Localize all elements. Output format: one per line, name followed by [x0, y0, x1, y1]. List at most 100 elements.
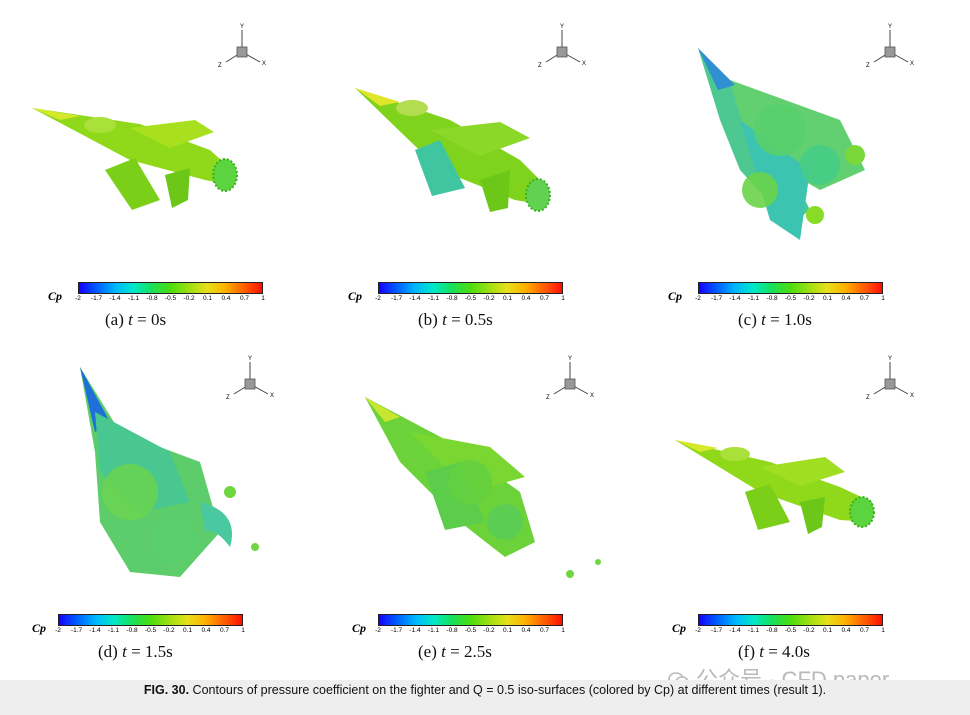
colorbar-tick-label: -0.5: [164, 295, 177, 302]
panel-caption: (e) t = 2.5s: [418, 642, 492, 661]
colorbar-tick-label: 0.4: [221, 295, 231, 302]
colorbar-tick-label: -1.1: [427, 295, 440, 302]
panel-c: Y X Z Cp -2 -1.7 -1.4 -1.1 -0.8 -0.5 -0.2 0.1 0.…: [640, 20, 950, 329]
colorbar-tick-label: 0.4: [841, 627, 851, 634]
colorbar-tick-label: -0.5: [144, 627, 157, 634]
colorbar-tick-label: -1.4: [729, 295, 741, 302]
axis-z-label: Z: [226, 395, 230, 401]
colorbar-tick-label: -0.5: [784, 627, 797, 634]
colorbar-ticks: -2 -1.7 -1.4 -1.1 -0.8 -0.5 -0.2 0.1 0.4 0.7 1: [55, 627, 245, 637]
colorbar: [78, 282, 263, 294]
colorbar-tick-label: -0.2: [803, 627, 815, 634]
colorbar: [698, 614, 883, 626]
colorbar-tick-label: -0.8: [446, 295, 458, 302]
colorbar: [58, 614, 243, 626]
colorbar-tick-label: 0.7: [539, 627, 550, 634]
colorbar-tick-label: 0.7: [859, 295, 870, 302]
colorbar-ticks: -2 -1.7 -1.4 -1.1 -0.8 -0.5 -0.2 0.1 0.4 0.7 1: [375, 627, 565, 637]
colorbar-ticks: -2 -1.7 -1.4 -1.1 -0.8 -0.5 -0.2 0.1 0.4 0.7 1: [75, 295, 265, 305]
colorbar-tick-label: 0.1: [822, 295, 833, 302]
colorbar-tick-label: 0.4: [521, 295, 531, 302]
axis-x-label: X: [910, 393, 914, 399]
colorbar-tick-label: -0.5: [464, 627, 477, 634]
colorbar-tick-label: -0.8: [766, 627, 778, 634]
colorbar-ticks: -2 -1.7 -1.4 -1.1 -0.8 -0.5 -0.2 0.1 0.4 0.7 1: [695, 627, 885, 637]
axes-triad-icon: Y X Z: [538, 24, 586, 69]
colorbar-ticks: -2 -1.7 -1.4 -1.1 -0.8 -0.5 -0.2 0.1 0.4 0.7 1: [695, 295, 885, 305]
colorbar-tick-label: -2: [695, 295, 701, 302]
colorbar: [378, 282, 563, 294]
fighter-render-e: [365, 397, 601, 578]
colorbar-label: Cp: [348, 289, 363, 303]
colorbar-tick-label: -1.4: [89, 627, 101, 634]
panel-a: Y X Z Cp -2 -1.7 -1.4 -1.1 -0.8 -0.5 -0.2 0.1 0.…: [20, 20, 330, 329]
colorbar-tick-label: -1.4: [109, 295, 121, 302]
colorbar-ticks: -2 -1.7 -1.4 -1.1 -0.8 -0.5 -0.2 0.1 0.4 0.7 1: [375, 295, 565, 305]
colorbar-tick-label: 0.1: [202, 295, 213, 302]
axis-y-label: Y: [560, 24, 564, 30]
colorbar-tick-label: -1.1: [427, 627, 440, 634]
colorbar-tick-label: -0.2: [483, 295, 495, 302]
colorbar-tick-label: -0.5: [464, 295, 477, 302]
colorbar-tick-label: -0.2: [483, 627, 495, 634]
panel-caption: (c) t = 1.0s: [738, 310, 812, 329]
fighter-render-c: [698, 48, 865, 240]
colorbar: [378, 614, 563, 626]
colorbar-tick-label: -1.7: [90, 295, 103, 302]
colorbar-tick-label: 1: [241, 627, 245, 634]
colorbar-tick-label: -1.4: [409, 295, 421, 302]
axis-x-label: X: [910, 61, 914, 67]
colorbar-tick-label: -0.5: [784, 295, 797, 302]
axis-z-label: Z: [866, 63, 870, 69]
colorbar-tick-label: -1.4: [409, 627, 421, 634]
colorbar-tick-label: 0.1: [502, 295, 513, 302]
axis-y-label: Y: [888, 24, 892, 30]
colorbar-tick-label: 0.1: [822, 627, 833, 634]
colorbar-tick-label: -1.1: [107, 627, 120, 634]
colorbar-tick-label: 0.1: [182, 627, 193, 634]
axis-x-label: X: [262, 61, 266, 67]
colorbar-tick-label: -0.8: [126, 627, 138, 634]
colorbar-tick-label: 1: [881, 627, 885, 634]
axis-x-label: X: [270, 393, 274, 399]
axis-y-label: Y: [568, 356, 572, 362]
axis-y-label: Y: [248, 356, 252, 362]
caption-bar: [0, 680, 970, 715]
colorbar-tick-label: -2: [695, 627, 701, 634]
panel-caption: (d) t = 1.5s: [98, 642, 173, 661]
axes-triad-icon: Y X Z: [866, 356, 914, 401]
colorbar-tick-label: -0.8: [766, 295, 778, 302]
colorbar-tick-label: -1.7: [390, 627, 403, 634]
axes-triad-icon: Y X Z: [546, 356, 594, 401]
colorbar-tick-label: -2: [55, 627, 61, 634]
colorbar-tick-label: -0.2: [183, 295, 195, 302]
panel-e: Y X Z Cp -2 -1.7 -1.4 -1.1 -0.8 -0.5 -0.2 0.1 0.…: [320, 352, 630, 661]
colorbar-tick-label: -0.2: [803, 295, 815, 302]
panel-b: Y X Z Cp -2 -1.7 -1.4 -1.1 -0.8 -0.5 -0.2 0.1 0.…: [320, 20, 630, 329]
fighter-render-f: [675, 440, 875, 534]
colorbar-tick-label: -2: [375, 627, 381, 634]
colorbar-tick-label: -1.7: [710, 295, 723, 302]
panel-f: Y X Z Cp -2 -1.7 -1.4 -1.1 -0.8 -0.5 -0.2 0.1 0.…: [640, 352, 950, 661]
colorbar-tick-label: -1.7: [710, 627, 723, 634]
colorbar: [698, 282, 883, 294]
axis-x-label: X: [582, 61, 586, 67]
axes-triad-icon: Y X Z: [218, 24, 266, 69]
axis-y-label: Y: [240, 24, 244, 30]
axis-z-label: Z: [538, 63, 542, 69]
colorbar-tick-label: 0.4: [521, 627, 531, 634]
colorbar-tick-label: -1.1: [747, 295, 760, 302]
panel-caption: (b) t = 0.5s: [418, 310, 493, 329]
colorbar-tick-label: -2: [375, 295, 381, 302]
colorbar-label: Cp: [32, 621, 47, 635]
colorbar-tick-label: 0.4: [841, 295, 851, 302]
axis-z-label: Z: [546, 395, 550, 401]
axis-z-label: Z: [218, 63, 222, 69]
colorbar-tick-label: -1.4: [729, 627, 741, 634]
fighter-render-a: [32, 108, 238, 210]
panel-caption: (f) t = 4.0s: [738, 642, 810, 661]
colorbar-label: Cp: [668, 289, 683, 303]
colorbar-tick-label: -1.1: [127, 295, 140, 302]
axis-z-label: Z: [866, 395, 870, 401]
colorbar-tick-label: 1: [261, 295, 265, 302]
